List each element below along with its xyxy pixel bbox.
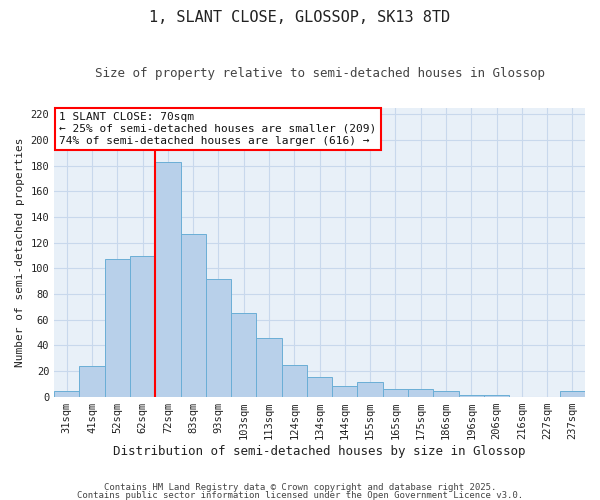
Bar <box>433 392 458 396</box>
Bar <box>332 386 358 396</box>
Bar <box>307 378 332 396</box>
Bar <box>560 392 585 396</box>
Text: 1, SLANT CLOSE, GLOSSOP, SK13 8TD: 1, SLANT CLOSE, GLOSSOP, SK13 8TD <box>149 10 451 25</box>
Bar <box>79 366 105 396</box>
Text: 1 SLANT CLOSE: 70sqm
← 25% of semi-detached houses are smaller (209)
74% of semi: 1 SLANT CLOSE: 70sqm ← 25% of semi-detac… <box>59 112 377 146</box>
Text: Contains HM Land Registry data © Crown copyright and database right 2025.: Contains HM Land Registry data © Crown c… <box>104 484 496 492</box>
Bar <box>256 338 281 396</box>
Bar <box>383 389 408 396</box>
Bar <box>358 382 383 396</box>
Bar <box>281 364 307 396</box>
Bar <box>231 313 256 396</box>
Y-axis label: Number of semi-detached properties: Number of semi-detached properties <box>15 138 25 367</box>
Bar <box>54 392 79 396</box>
Bar <box>181 234 206 396</box>
Title: Size of property relative to semi-detached houses in Glossop: Size of property relative to semi-detach… <box>95 68 545 80</box>
Bar <box>105 260 130 396</box>
Bar <box>206 278 231 396</box>
Text: Contains public sector information licensed under the Open Government Licence v3: Contains public sector information licen… <box>77 490 523 500</box>
Bar <box>408 389 433 396</box>
X-axis label: Distribution of semi-detached houses by size in Glossop: Distribution of semi-detached houses by … <box>113 444 526 458</box>
Bar <box>155 162 181 396</box>
Bar <box>130 256 155 396</box>
